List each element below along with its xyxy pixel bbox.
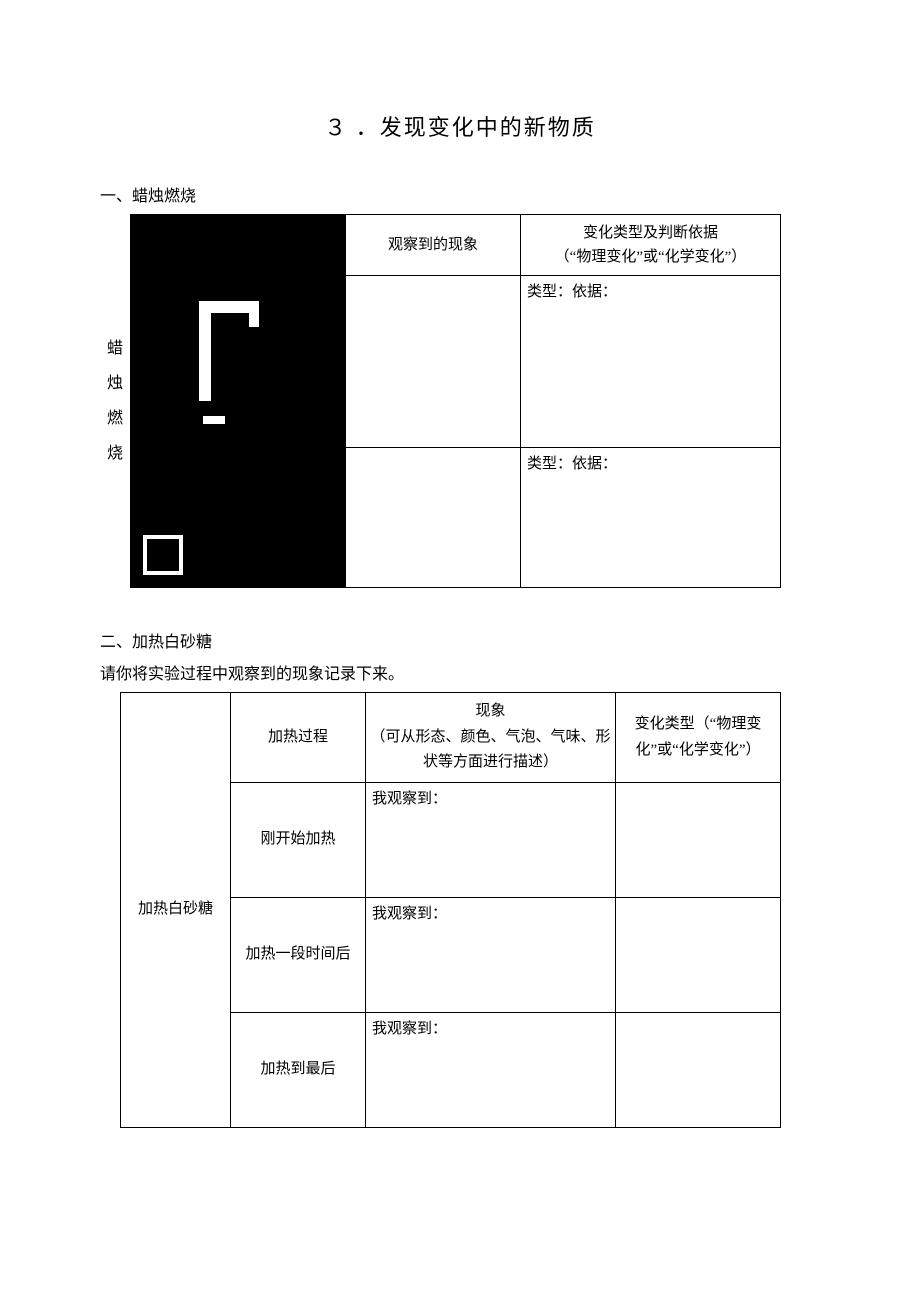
mark-icon bbox=[203, 416, 225, 424]
row-label-cell: 加热白砂糖 bbox=[121, 693, 231, 1128]
type-cell: 类型：依据： bbox=[521, 276, 781, 448]
table-row: 类型：依据： bbox=[131, 448, 781, 588]
header-observation: 观察到的现象 bbox=[346, 215, 521, 276]
observation-cell bbox=[346, 276, 521, 448]
phenomenon-cell: 我观察到： bbox=[366, 783, 616, 898]
type-cell bbox=[616, 1013, 781, 1128]
type-cell bbox=[616, 783, 781, 898]
vlabel-char: 烧 bbox=[107, 436, 123, 471]
square-icon bbox=[143, 535, 183, 575]
observation-cell bbox=[346, 448, 521, 588]
phenomenon-cell: 我观察到： bbox=[366, 1013, 616, 1128]
type-cell: 类型：依据： bbox=[521, 448, 781, 588]
diagram-cell-1 bbox=[131, 276, 346, 448]
candle-table: 观察到的现象 变化类型及判断依据 （“物理变化”或“化学变化”） 类型：依据： … bbox=[130, 214, 781, 588]
type-cell bbox=[616, 898, 781, 1013]
table-header-row: 观察到的现象 变化类型及判断依据 （“物理变化”或“化学变化”） bbox=[131, 215, 781, 276]
process-cell: 刚开始加热 bbox=[231, 783, 366, 898]
vlabel-char: 烛 bbox=[107, 366, 123, 401]
table2-container: 加热白砂糖 加热过程 现象 （可从形态、颜色、气泡、气味、形状等方面进行描述） … bbox=[100, 692, 820, 1128]
process-cell: 加热一段时间后 bbox=[231, 898, 366, 1013]
page-title: ３ ．发现变化中的新物质 bbox=[100, 110, 820, 142]
header-image-cell bbox=[131, 215, 346, 276]
table-row: 类型：依据： bbox=[131, 276, 781, 448]
diagram-cell-2 bbox=[131, 448, 346, 588]
section1-heading: 一、蜡烛燃烧 bbox=[100, 182, 820, 206]
table1-vertical-label: 蜡 烛 燃 烧 bbox=[100, 331, 130, 472]
gamma-serif-icon bbox=[249, 301, 259, 327]
table-header-row: 加热白砂糖 加热过程 现象 （可从形态、颜色、气泡、气味、形状等方面进行描述） … bbox=[121, 693, 781, 783]
table1-container: 蜡 烛 燃 烧 观察到的现象 变化类型及判断依据 （“物理变化”或“化学变化”）… bbox=[100, 214, 820, 588]
sugar-table: 加热白砂糖 加热过程 现象 （可从形态、颜色、气泡、气味、形状等方面进行描述） … bbox=[120, 692, 781, 1128]
header-process: 加热过程 bbox=[231, 693, 366, 783]
phenomenon-cell: 我观察到： bbox=[366, 898, 616, 1013]
header-type: 变化类型及判断依据 （“物理变化”或“化学变化”） bbox=[521, 215, 781, 276]
vlabel-char: 蜡 bbox=[107, 331, 123, 366]
vlabel-char: 燃 bbox=[107, 401, 123, 436]
header-phenomenon: 现象 （可从形态、颜色、气泡、气味、形状等方面进行描述） bbox=[366, 693, 616, 783]
header-type: 变化类型（“物理变化”或“化学变化”） bbox=[616, 693, 781, 783]
process-cell: 加热到最后 bbox=[231, 1013, 366, 1128]
section2-heading: 二、加热白砂糖 bbox=[100, 628, 820, 652]
section2-instruction: 请你将实验过程中观察到的现象记录下来。 bbox=[100, 660, 820, 684]
